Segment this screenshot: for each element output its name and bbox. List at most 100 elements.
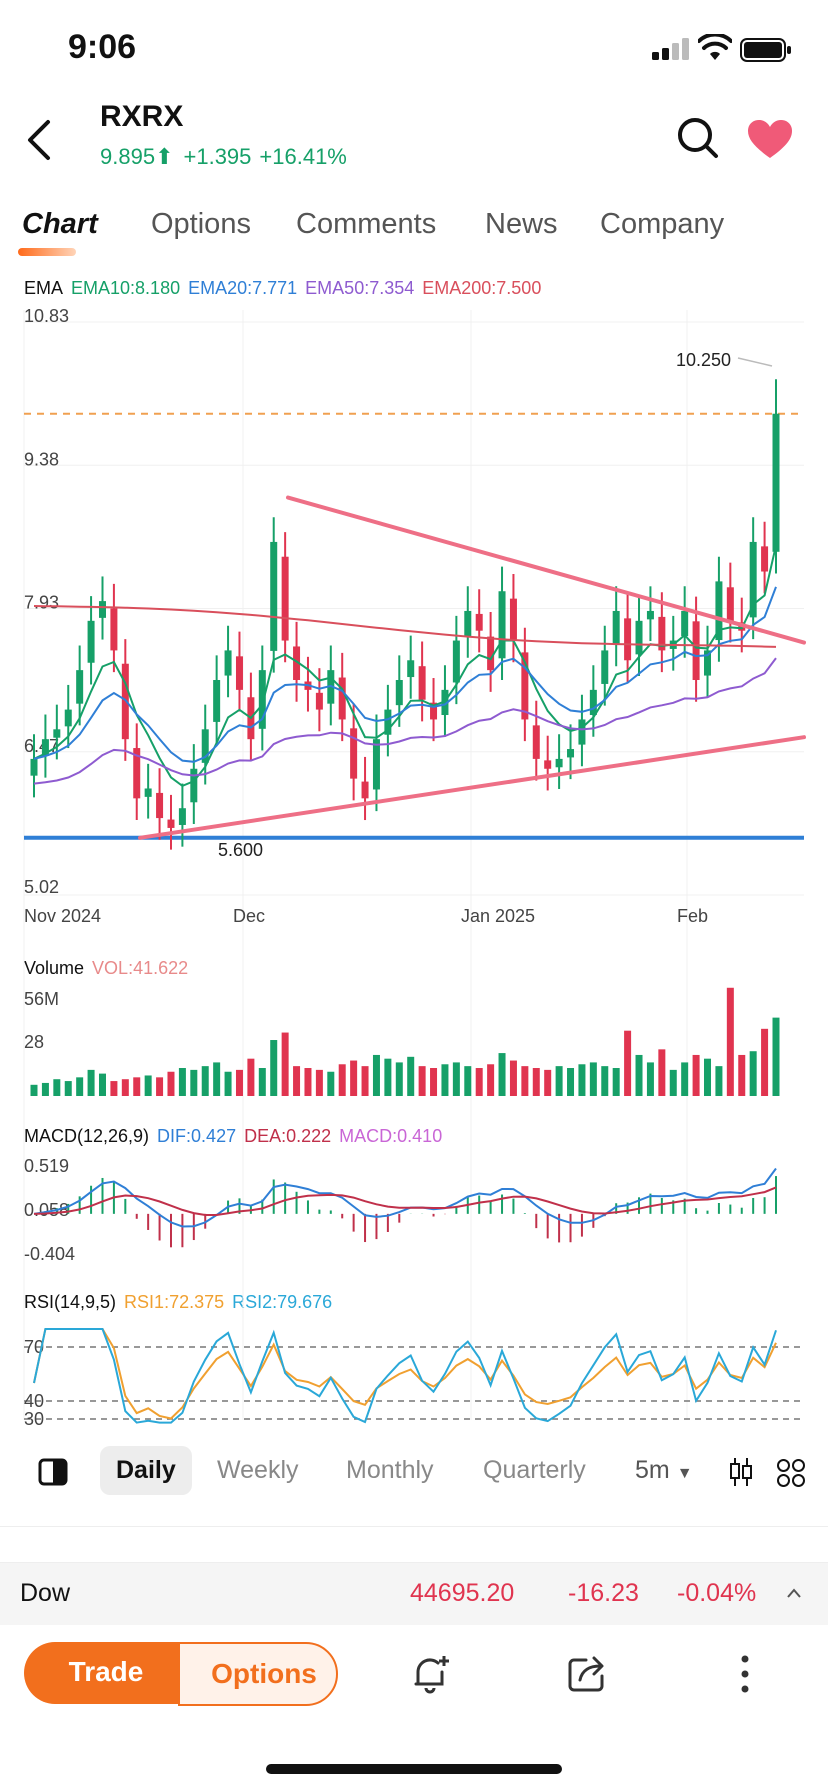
- share-icon[interactable]: [568, 1654, 608, 1692]
- tab-options[interactable]: Options: [151, 208, 251, 240]
- macd-dea: DEA:0.222: [244, 1126, 332, 1146]
- volume-bar: [133, 1077, 141, 1096]
- candle-body: [133, 748, 141, 799]
- candle-body: [646, 610, 654, 620]
- ema-label: EMA: [24, 278, 64, 298]
- back-arrow-icon[interactable]: [24, 118, 54, 162]
- candle-body: [578, 719, 586, 745]
- candle-body: [772, 413, 780, 552]
- trendline: [138, 735, 806, 840]
- period-daily[interactable]: Daily: [100, 1446, 192, 1495]
- candle-body: [418, 666, 426, 700]
- volume-bar: [64, 1081, 72, 1096]
- chevron-up-icon[interactable]: [786, 1587, 802, 1599]
- volume-bar: [315, 1069, 323, 1096]
- candle-body: [361, 781, 369, 799]
- candle-body: [509, 598, 517, 641]
- volume-bar: [475, 1068, 483, 1096]
- rsi-axis-label: 30: [24, 1409, 44, 1429]
- volume-bar: [738, 1054, 746, 1096]
- candle-body: [612, 610, 620, 645]
- tab-chart[interactable]: Chart: [22, 208, 98, 240]
- favorite-heart-icon[interactable]: [746, 118, 794, 160]
- candle-body: [178, 808, 186, 825]
- trade-button[interactable]: Trade: [24, 1642, 188, 1704]
- layout-toggle-icon[interactable]: [38, 1458, 68, 1486]
- period-monthly[interactable]: Monthly: [346, 1456, 434, 1484]
- tab-comments[interactable]: Comments: [296, 208, 437, 240]
- tab-news[interactable]: News: [485, 208, 558, 240]
- options-button-label: Options: [211, 1658, 317, 1689]
- volume-bar: [327, 1071, 335, 1096]
- macd-legend[interactable]: MACD(12,26,9) DIF:0.427 DEA:0.222 MACD:0.41…: [24, 1126, 450, 1147]
- add-alert-bell-icon[interactable]: [410, 1652, 452, 1694]
- ema50-value: EMA50:7.354: [305, 278, 415, 298]
- volume-bar: [156, 1077, 164, 1096]
- candle-body: [384, 709, 392, 735]
- dropdown-caret-icon: ▼: [676, 1465, 693, 1482]
- high-annotation-leader: [737, 357, 773, 367]
- rsi-legend[interactable]: RSI(14,9,5) RSI1:72.375 RSI2:79.676: [24, 1292, 340, 1313]
- candle-body: [64, 709, 72, 727]
- candle-body: [53, 729, 61, 738]
- period-selector: Daily Weekly Monthly Quarterly 5m ▼: [0, 1444, 828, 1500]
- price-change-pct: +16.41%: [259, 144, 347, 169]
- candlestick-type-icon[interactable]: [728, 1456, 754, 1488]
- trade-button-label: Trade: [68, 1656, 144, 1687]
- ema-line-ema200: [33, 605, 777, 648]
- index-change: -16.23: [568, 1579, 639, 1607]
- candle-body: [761, 546, 769, 572]
- candle-body: [350, 728, 358, 779]
- volume-bar: [201, 1066, 209, 1096]
- search-icon[interactable]: [676, 116, 720, 160]
- period-quarterly[interactable]: Quarterly: [483, 1456, 586, 1484]
- grid-menu-icon[interactable]: [776, 1458, 806, 1488]
- macd-dif: DIF:0.427: [157, 1126, 237, 1146]
- volume-axis-label: 28: [24, 1032, 44, 1052]
- candle-body: [167, 819, 175, 828]
- volume-legend[interactable]: Volume VOL:41.622: [24, 958, 196, 979]
- market-index-bar[interactable]: Dow 44695.20 -16.23 -0.04%: [0, 1562, 828, 1625]
- volume-bar: [87, 1069, 95, 1096]
- volume-axis-label: 56M: [24, 989, 59, 1009]
- volume-bar: [692, 1054, 700, 1096]
- volume-bar: [281, 1032, 289, 1096]
- tab-company[interactable]: Company: [600, 208, 725, 240]
- volume-bar: [372, 1054, 380, 1096]
- volume-bar: [167, 1071, 175, 1096]
- candle-body: [692, 621, 700, 681]
- volume-bar: [258, 1068, 266, 1096]
- volume-bar: [521, 1066, 529, 1096]
- volume-bar: [213, 1062, 221, 1096]
- candle-body: [76, 670, 84, 704]
- candle-body: [475, 613, 483, 631]
- volume-bar: [190, 1069, 198, 1096]
- volume-bar: [395, 1062, 403, 1096]
- volume-bar: [578, 1064, 586, 1096]
- period-weekly[interactable]: Weekly: [217, 1456, 299, 1484]
- ema-legend[interactable]: EMA EMA10:8.180 EMA20:7.771 EMA50:7.354 EMA2…: [24, 278, 549, 299]
- volume-bar: [293, 1066, 301, 1096]
- volume-bar: [772, 1017, 780, 1096]
- candle-body: [521, 652, 529, 720]
- status-time: 9:06: [68, 28, 137, 66]
- volume-bar: [761, 1028, 769, 1096]
- candle-body: [30, 758, 38, 776]
- candle-body: [441, 689, 449, 716]
- tab-bar: Chart Options Comments News Company: [0, 208, 828, 256]
- candle-body: [681, 610, 689, 637]
- volume-bar: [715, 1066, 723, 1096]
- period-5m[interactable]: 5m ▼: [635, 1456, 693, 1485]
- volume-bar: [464, 1066, 472, 1096]
- up-arrow-icon: ⬆: [155, 144, 174, 169]
- candle-body: [726, 587, 734, 621]
- more-options-icon[interactable]: [740, 1654, 750, 1694]
- volume-bar: [110, 1081, 118, 1096]
- volume-bar: [681, 1062, 689, 1096]
- volume-bar: [384, 1058, 392, 1096]
- volume-bar: [418, 1066, 426, 1096]
- options-button[interactable]: Options: [178, 1642, 338, 1706]
- divider: [0, 1526, 828, 1527]
- candle-body: [270, 541, 278, 651]
